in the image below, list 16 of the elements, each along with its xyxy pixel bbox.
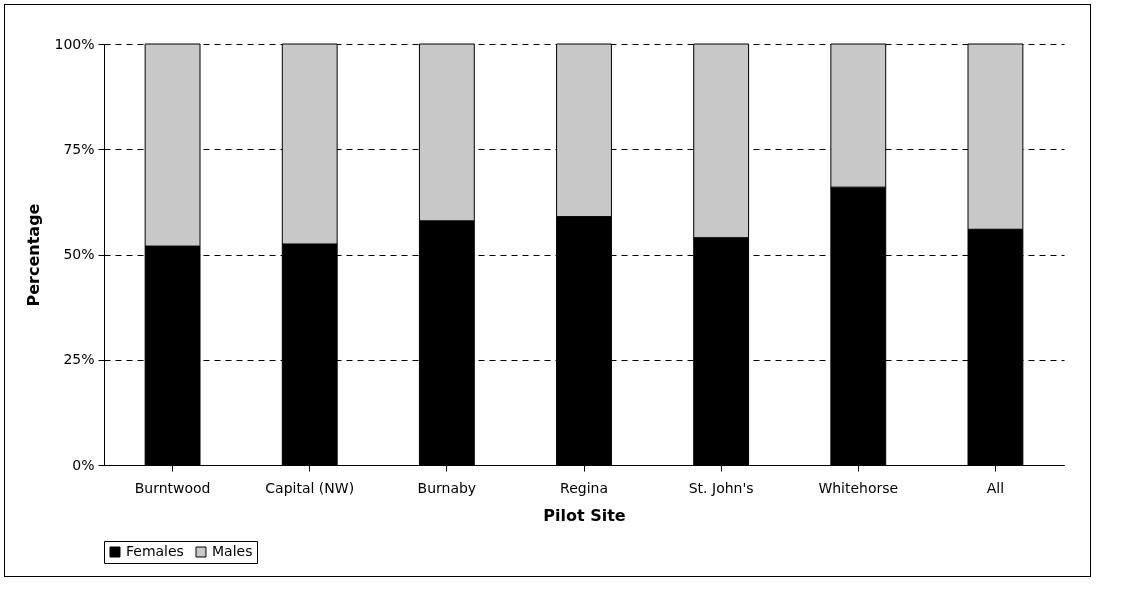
x-tick-label: St. John's (688, 479, 754, 496)
y-tick-label: 50% (63, 246, 95, 262)
x-tick-label: Regina (560, 479, 608, 496)
y-tick-label: 100% (54, 35, 95, 52)
legend-label: Females (126, 543, 184, 559)
y-axis-title: Percentage (24, 203, 44, 307)
x-tick-label: Burntwood (134, 479, 211, 496)
x-tick-label: Whitehorse (818, 479, 899, 496)
x-axis-title: Pilot Site (543, 505, 626, 525)
y-tick-label: 75% (63, 140, 95, 157)
legend-label: Males (212, 543, 253, 559)
y-tick-label: 0% (72, 456, 95, 473)
x-tick-label: All (986, 479, 1005, 496)
x-tick-label: Burnaby (417, 479, 477, 496)
y-tick-label: 25% (63, 351, 95, 368)
x-tick-label: Capital (NW) (265, 479, 355, 496)
